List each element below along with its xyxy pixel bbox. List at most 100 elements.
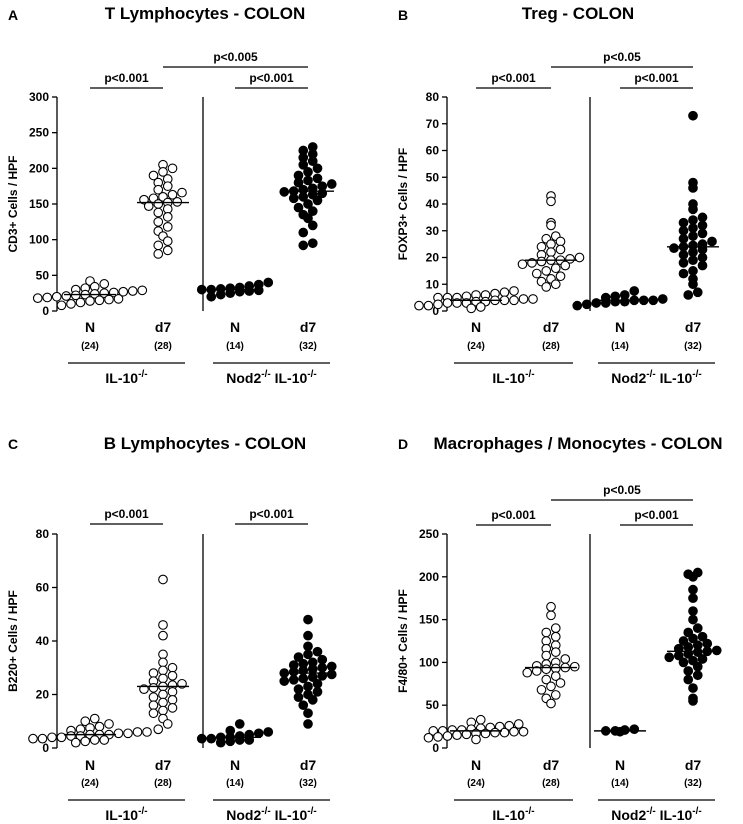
data-point [536, 684, 547, 695]
data-point [615, 726, 625, 737]
data-point [298, 240, 309, 251]
data-point [688, 266, 698, 276]
data-point [80, 716, 91, 727]
data-point [688, 255, 698, 266]
data-point [303, 641, 313, 652]
data-point [550, 263, 561, 274]
data-point [610, 296, 621, 307]
data-point [70, 737, 81, 748]
data-point [28, 733, 38, 744]
data-point [215, 289, 226, 300]
condition-label: IL-10-/- [492, 369, 534, 386]
y-tick-label: 80 [36, 527, 50, 541]
sample-size-label: (32) [684, 778, 702, 789]
data-point [303, 199, 313, 209]
data-point [536, 241, 547, 252]
data-point [692, 623, 703, 634]
data-point [442, 731, 453, 741]
data-point [688, 633, 698, 644]
data-point [688, 696, 698, 706]
data-point [123, 728, 133, 739]
data-point [688, 683, 698, 693]
panel-b: B Treg - COLON 0 10 20 30 40 50 60 70 80 FOXP3+ Cel… [396, 4, 719, 386]
data-point [153, 724, 164, 735]
data-point [569, 661, 580, 672]
data-point [99, 279, 110, 289]
data-point [288, 193, 299, 204]
data-point [158, 705, 168, 716]
data-point [546, 601, 556, 612]
data-point [158, 665, 168, 676]
data-point [475, 714, 486, 725]
data-point [565, 253, 575, 264]
data-point [550, 671, 561, 681]
data-point [629, 286, 640, 296]
sample-size-label: (32) [684, 341, 702, 352]
data-point [94, 721, 105, 732]
data-point [546, 247, 556, 257]
data-point [293, 177, 304, 188]
p-value-label: p<0.001 [104, 507, 149, 521]
data-point [167, 163, 178, 174]
data-point [688, 247, 698, 257]
data-point [657, 294, 668, 304]
data-point [509, 726, 519, 737]
data-point [167, 703, 178, 713]
panel-c: C B Lymphocytes - COLON 0 20 40 60 80 B220+ Cel… [6, 434, 337, 823]
condition-label: IL-10-/- [492, 806, 534, 823]
y-tick-label: 0 [432, 741, 439, 755]
data-point [148, 668, 159, 678]
data-point [56, 300, 67, 311]
data-point [461, 729, 472, 740]
data-point [298, 227, 309, 238]
data-point [196, 284, 207, 295]
sample-size-label: (32) [299, 341, 317, 352]
data-point [234, 719, 245, 729]
p-value-label: p<0.001 [249, 507, 294, 521]
data-point [162, 221, 173, 232]
data-point [293, 684, 304, 695]
data-point [550, 690, 561, 700]
data-point [162, 181, 173, 192]
data-point [499, 287, 510, 298]
group-label: d7 [685, 757, 702, 773]
data-point [206, 291, 217, 302]
data-point [99, 288, 110, 299]
data-point [423, 732, 434, 743]
data-point [307, 664, 318, 674]
condition-label: Nod2-/- IL-10-/- [226, 369, 316, 386]
data-point [288, 666, 299, 677]
y-tick-label: 50 [426, 170, 440, 184]
data-point [104, 719, 114, 729]
data-point [509, 295, 519, 306]
sample-size-label: (24) [467, 341, 485, 352]
data-point [692, 670, 703, 681]
chart-title: Treg - COLON [522, 4, 634, 23]
data-point [263, 727, 274, 737]
data-point [697, 631, 708, 642]
data-point [688, 606, 698, 616]
data-point [51, 291, 62, 302]
sample-size-label: (28) [154, 341, 172, 352]
y-tick-label: 20 [36, 688, 50, 702]
data-point [541, 627, 552, 638]
p-value-label: p<0.001 [634, 508, 679, 522]
data-point [66, 299, 76, 309]
data-point [518, 294, 529, 304]
data-point [158, 167, 168, 177]
data-point [298, 192, 309, 202]
condition-label: Nod2-/- IL-10-/- [226, 806, 316, 823]
data-point [688, 110, 698, 121]
data-point [303, 649, 313, 660]
data-point [546, 239, 556, 249]
y-tick-label: 10 [426, 277, 440, 291]
data-point [303, 708, 313, 719]
sample-size-label: (14) [226, 341, 244, 352]
data-point [158, 673, 168, 684]
group-label: d7 [155, 757, 172, 773]
data-point [546, 196, 556, 207]
data-point [303, 213, 313, 224]
data-point [225, 288, 236, 299]
p-value-label: p<0.001 [491, 71, 536, 85]
data-point [442, 298, 453, 308]
